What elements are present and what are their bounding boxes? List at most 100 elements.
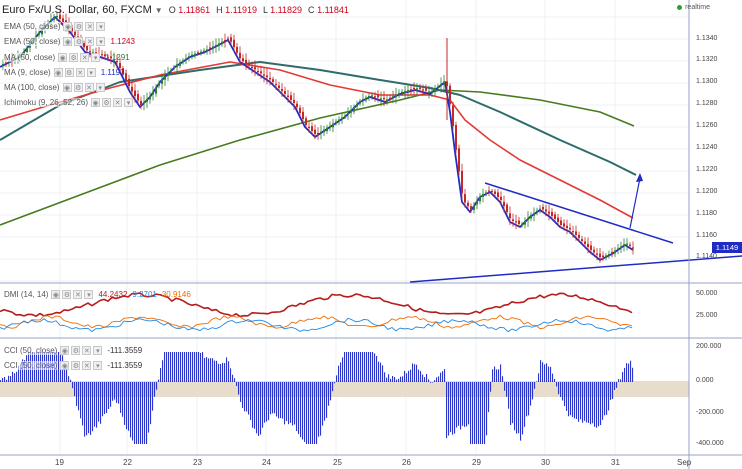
cci-bar [166,352,168,382]
candle-body [485,192,487,194]
indicator-ichimoku[interactable]: Ichimoku (9, 26, 52, 26) ◉ ⚙ ✕ ▾ [3,97,134,108]
cci-bar [446,382,448,439]
candle-body [440,84,442,86]
candle [155,84,157,97]
cci-bar [600,382,602,426]
dmi-legend[interactable]: DMI (14, 14) ◉ ⚙ ✕ ▾ 44.2432 9.2701 30.9146 [3,290,191,299]
cci-bar [518,382,520,434]
cci-bar [122,382,124,417]
candle-body [236,46,238,53]
candle-body [551,211,553,216]
candle-body [605,255,607,259]
candle [269,71,271,86]
candle [167,66,169,82]
cci-bar [358,352,360,382]
candle [569,223,571,235]
cci-bar [618,379,620,382]
candle [107,54,109,62]
candle [533,207,535,222]
candle [335,118,337,126]
candle-body [581,239,583,241]
candle-body [509,213,511,218]
candle-body [404,90,406,94]
candle-body [332,123,334,128]
cci-bar [464,382,466,427]
candle-body [101,54,103,56]
candle-body [407,90,409,93]
cci-bar [110,382,112,407]
more-icon: ▾ [86,68,96,77]
cci-bar [586,382,588,423]
settings-icon: ⚙ [71,346,81,355]
cci-bar [278,382,280,419]
cci-bar [332,382,334,392]
cci-bar [588,382,590,423]
cci-bar [260,382,262,435]
cci-bar [150,382,152,425]
candle-body [527,218,529,221]
candles [2,8,634,263]
cci-bar [146,382,148,444]
cci-bar [16,371,18,382]
symbol-title[interactable]: Euro Fx/U.S. Dollar, 60, FXCM [2,4,152,16]
indicator-ma-9[interactable]: MA (9, close) ◉ ⚙ ✕ ▾ 1.1193 [3,68,125,77]
candle-body [209,47,211,49]
cci-bar [558,382,560,395]
cci-bar [406,373,408,382]
candle-body [155,87,157,94]
cci-bar [348,352,350,382]
cci-bar [416,364,418,382]
candle [515,214,517,230]
cci-bar [556,382,558,387]
candle [464,189,466,208]
indicator-ma-50[interactable]: MA (50, close) ◉ ⚙ ✕ ▾ 1.1291 [3,53,130,62]
cci-bar [442,371,444,382]
cci-bar [4,376,6,382]
eye-icon: ◉ [60,346,70,355]
candle [377,90,379,103]
candle [62,14,64,26]
candle [101,49,103,60]
cci-bar [544,364,546,382]
cci-bar [450,382,452,433]
candle-body [350,110,352,113]
cci-bar [476,382,478,444]
cci-bar [554,378,556,382]
cci-bar [608,382,610,411]
candle-body [449,85,451,104]
cci-bar [628,363,630,382]
cci-bar [508,382,510,409]
cci-legend-2[interactable]: CCI (50, close) ◉ ⚙ ✕ ▾ -111.3559 [3,361,143,370]
indicator-ema-2[interactable]: EMA (50, close) ◉ ⚙ ✕ ▾ 1.1243 [3,37,135,46]
candle-body [386,99,388,101]
cci-bar [68,376,70,382]
candle-body [317,132,319,135]
cci-bar [108,382,110,409]
cci-bar [566,382,568,411]
close-readout: C 1.11841 [308,5,349,15]
candle-body [422,89,424,91]
candle-body [83,43,85,48]
candle [548,204,550,221]
cci-legend-1[interactable]: CCI (50, close) ◉ ⚙ ✕ ▾ -111.3559 [3,346,143,355]
cci-bar [410,369,412,382]
chevron-down-icon[interactable]: ▼ [154,5,163,15]
candle-body [392,96,394,98]
cci-bar [118,382,120,404]
candle [593,246,595,256]
cci-bar [456,382,458,428]
cci-bar [316,382,318,444]
cci-bar [74,382,76,397]
candle [602,251,604,262]
cci-bar [250,382,252,420]
indicator-ema-1[interactable]: EMA (50, close) ◉ ⚙ ✕ ▾ [3,21,110,32]
candle-body [608,254,610,256]
candle [587,237,589,254]
candle-body [74,31,76,36]
candle [161,73,163,90]
indicator-ma-100[interactable]: MA (100, close) ◉ ⚙ ✕ ▾ [3,82,105,93]
cci-bar [494,366,496,382]
cci-bar [102,382,104,417]
candle-body [389,97,391,100]
